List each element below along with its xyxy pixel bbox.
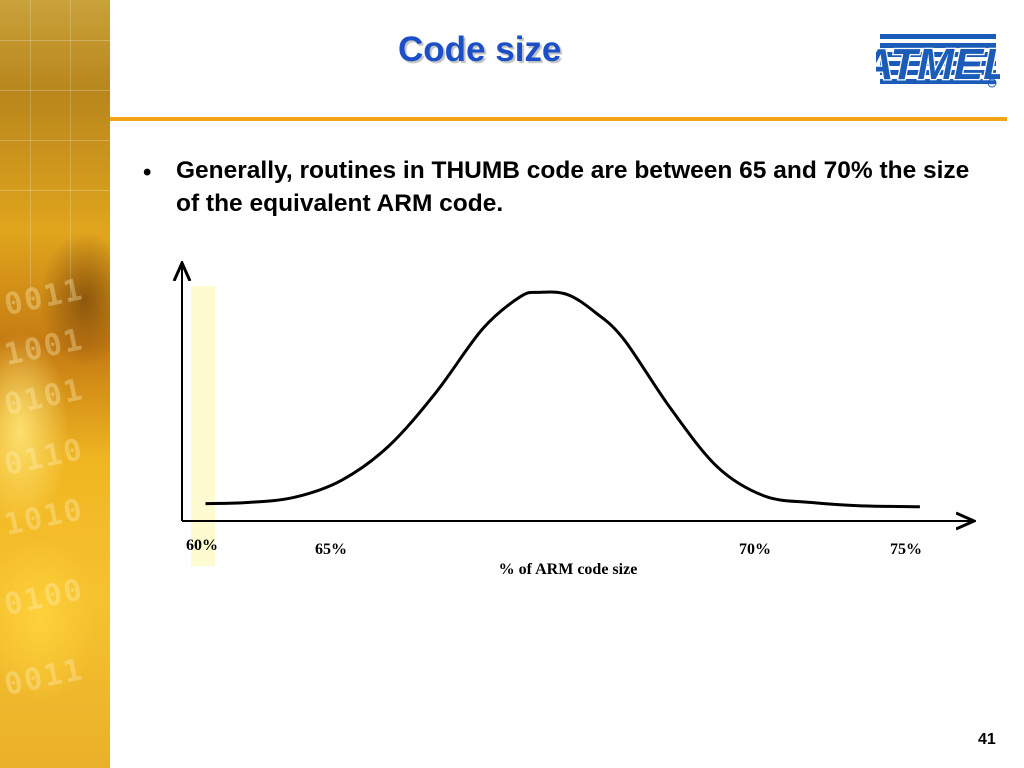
atmel-logo: ATMEL R <box>876 34 1000 88</box>
registered-mark: R <box>990 81 994 87</box>
x-axis-label: % of ARM code size <box>499 561 638 578</box>
highlight-band <box>191 286 215 566</box>
decorative-side-image: 0011 1001 0101 0110 1010 0100 0011 <box>0 0 110 768</box>
bullet-marker: • <box>143 159 152 186</box>
x-tick-label: 60% <box>186 537 218 554</box>
logo-wordmark: ATMEL <box>876 40 1000 88</box>
page-number: 41 <box>978 731 996 748</box>
bell-curve-line <box>205 290 920 509</box>
x-tick-label: 70% <box>739 541 771 558</box>
x-tick-label: 75% <box>890 541 922 558</box>
slide-title: Code size <box>398 30 562 69</box>
bullet-text: Generally, routines in THUMB code are be… <box>176 157 970 217</box>
x-tick-labels: 60% 65% 70% 75% <box>186 537 922 558</box>
title-divider <box>110 117 1007 121</box>
x-tick-label: 65% <box>315 541 347 558</box>
